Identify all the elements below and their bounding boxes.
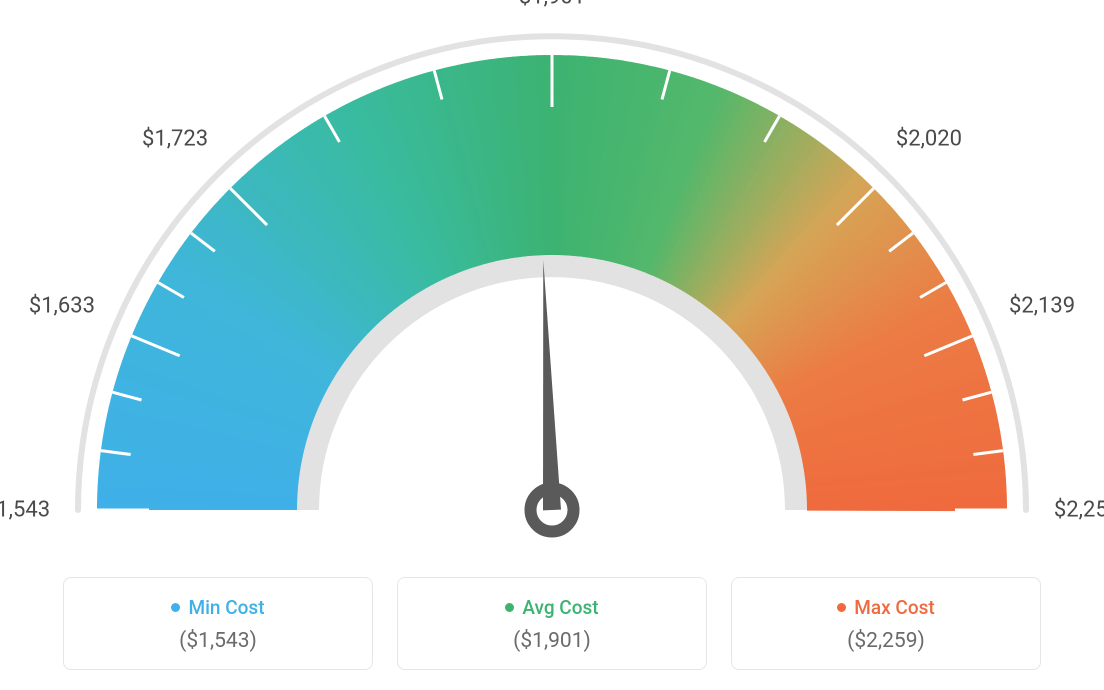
summary-value-min: ($1,543) [84,629,352,653]
gauge-tick-label: $1,901 [519,0,585,10]
summary-card-max: Max Cost ($2,259) [731,577,1041,670]
gauge-tick-label: $2,139 [1009,294,1075,319]
gauge-needle [543,260,561,510]
summary-label-text: Avg Cost [522,596,598,619]
gauge-tick-label: $2,020 [896,127,962,152]
dot-icon [171,603,180,612]
summary-label-min: Min Cost [171,596,264,619]
gauge-svg [0,0,1104,560]
summary-card-avg: Avg Cost ($1,901) [397,577,707,670]
summary-label-text: Max Cost [854,596,934,619]
summary-label-max: Max Cost [837,596,934,619]
gauge-tick-label: $1,633 [29,294,95,319]
summary-value-avg: ($1,901) [418,629,686,653]
gauge-tick-label: $1,543 [0,498,50,523]
gauge-tick-label: $1,723 [142,127,208,152]
gauge-tick-label: $2,259 [1054,498,1104,523]
summary-value-max: ($2,259) [752,629,1020,653]
dot-icon [505,603,514,612]
summary-row: Min Cost ($1,543) Avg Cost ($1,901) Max … [0,577,1104,670]
summary-label-avg: Avg Cost [505,596,598,619]
gauge-chart: $1,543 $1,633 $1,723 $1,901 $2,020 $2,139 $2,2… [0,0,1104,560]
dot-icon [837,603,846,612]
summary-label-text: Min Cost [188,596,264,619]
summary-card-min: Min Cost ($1,543) [63,577,373,670]
